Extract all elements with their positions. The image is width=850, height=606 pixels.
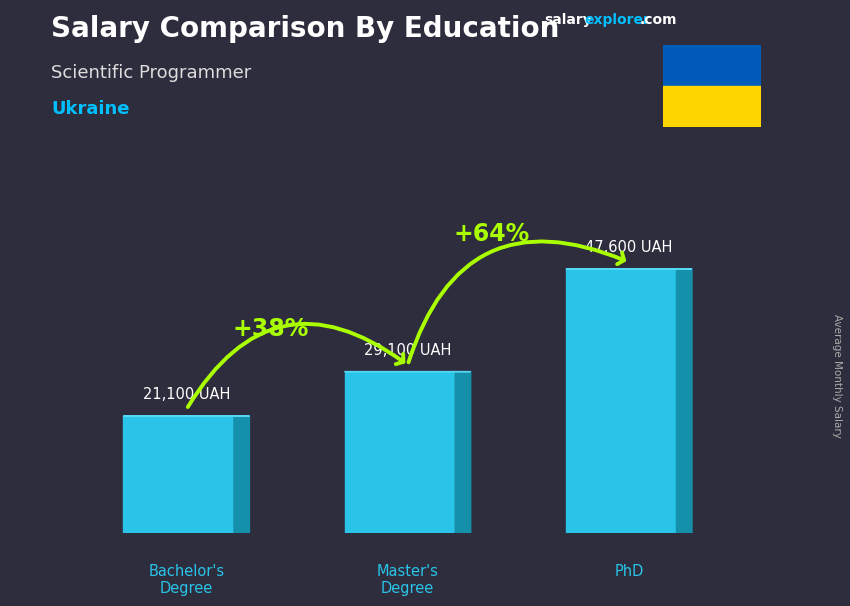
- Polygon shape: [456, 371, 471, 533]
- Text: Average Monthly Salary: Average Monthly Salary: [832, 314, 842, 438]
- Text: +64%: +64%: [454, 222, 530, 246]
- Bar: [663, 45, 761, 87]
- Text: .com: .com: [639, 13, 677, 27]
- Text: explorer: explorer: [585, 13, 651, 27]
- Text: Ukraine: Ukraine: [51, 100, 129, 118]
- Text: 47,600 UAH: 47,600 UAH: [586, 240, 672, 255]
- Text: +38%: +38%: [232, 317, 309, 341]
- Bar: [663, 87, 761, 127]
- Text: Master's
Degree: Master's Degree: [377, 564, 439, 596]
- Bar: [566, 269, 677, 533]
- Bar: [123, 416, 234, 533]
- Text: Scientific Programmer: Scientific Programmer: [51, 64, 252, 82]
- Bar: [344, 371, 456, 533]
- Text: salary: salary: [544, 13, 592, 27]
- Polygon shape: [677, 269, 692, 533]
- Text: PhD: PhD: [615, 564, 643, 579]
- Text: 21,100 UAH: 21,100 UAH: [143, 387, 230, 402]
- Text: Bachelor's
Degree: Bachelor's Degree: [148, 564, 224, 596]
- Text: 29,100 UAH: 29,100 UAH: [364, 343, 451, 358]
- Polygon shape: [234, 416, 249, 533]
- Text: Salary Comparison By Education: Salary Comparison By Education: [51, 15, 559, 43]
